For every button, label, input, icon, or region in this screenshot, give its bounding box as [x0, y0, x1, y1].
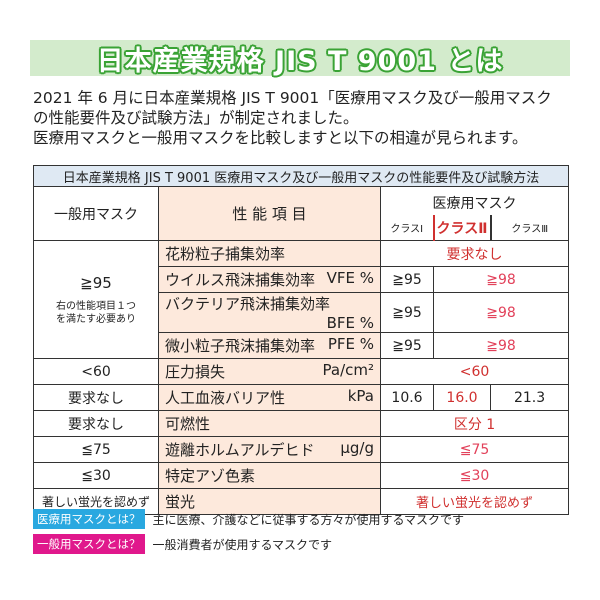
- medical-value: 著しい蛍光を認めず: [379, 488, 570, 515]
- table-caption: 日本産業規格 JIS T 9001 医療用マスク及び一般用マスクの性能要件及び試…: [32, 165, 570, 187]
- general-value: ≦30: [33, 462, 159, 489]
- item-label: 蛍光: [158, 488, 381, 515]
- filtration-general: ≧95 右の性能項目１つ を満たす必要あり: [33, 240, 159, 359]
- table-row: 要求なし 可燃性 区分 1: [33, 410, 570, 437]
- item-label: 人工血液バリア性 kPa: [158, 384, 381, 411]
- table-row: ≦30 特定アゾ色素 ≦30: [33, 462, 570, 489]
- medical-value: 区分 1: [379, 410, 570, 437]
- medical-mask-badge: 医療用マスクとは？: [33, 509, 145, 529]
- medical-value: ≦75: [379, 436, 570, 463]
- class2-value: 16.0: [433, 384, 491, 411]
- header-class2: クラスⅡ: [432, 215, 491, 241]
- header-item: 性 能 項 目: [158, 186, 381, 241]
- footnote-medical: 医療用マスクとは？ 主に医療、介護などに従事する方々が使用するマスクです: [33, 509, 464, 529]
- item-label: バクテリア飛沫捕集効率 BFE %: [158, 292, 381, 333]
- intro-line: 2021 年 6 月に日本産業規格 JIS T 9001「医療用マスク及び一般用…: [33, 89, 552, 107]
- table-row: バクテリア飛沫捕集効率 BFE % ≧95 ≧98: [34, 292, 570, 333]
- item-label: 特定アゾ色素: [158, 462, 381, 489]
- class23-value: ≧98: [432, 266, 570, 293]
- intro-line: 医療用マスクと一般用マスクを比較しますと以下の相違が見られます。: [33, 129, 528, 147]
- page-title: 日本産業規格 JIS T 9001 とは: [96, 45, 504, 77]
- header-class1: クラスⅠ: [380, 215, 434, 241]
- item-label: 微小粒子飛沫捕集効率 PFE %: [158, 332, 381, 359]
- general-value: 要求なし: [33, 384, 159, 411]
- class1-value: ≧95: [380, 332, 434, 359]
- class3-value: 21.3: [489, 384, 570, 411]
- footnote-text: 一般消費者が使用するマスクです: [152, 537, 333, 552]
- intro-text: 2021 年 6 月に日本産業規格 JIS T 9001「医療用マスク及び一般用…: [33, 88, 593, 148]
- header-general: 一般用マスク: [33, 186, 159, 241]
- header-medical: 医療用マスク: [379, 186, 570, 215]
- class23-value: ≧98: [432, 332, 570, 359]
- class1-value: ≧95: [380, 266, 434, 293]
- table-row: ≧95 右の性能項目１つ を満たす必要あり 花粉粒子捕集効率 要求なし: [33, 240, 570, 359]
- class1-value: 10.6: [380, 384, 434, 411]
- class23-value: ≧98: [432, 292, 570, 333]
- table-row: 要求なし 人工血液バリア性 kPa 10.6 16.0 21.3: [33, 384, 570, 411]
- medical-value: 要求なし: [379, 240, 570, 267]
- table-row: ≦75 遊離ホルムアルデヒド μg/g ≦75: [33, 436, 570, 463]
- item-label: 可燃性: [158, 410, 381, 437]
- table-row: <60 圧力損失 Pa/cm² <60: [33, 358, 570, 385]
- title-banner: 日本産業規格 JIS T 9001 とは: [30, 40, 570, 77]
- item-label: 遊離ホルムアルデヒド μg/g: [158, 436, 381, 463]
- comparison-table: 日本産業規格 JIS T 9001 医療用マスク及び一般用マスクの性能要件及び試…: [32, 165, 570, 515]
- general-value: <60: [33, 358, 159, 385]
- footnote-general: 一般用マスクとは？ 一般消費者が使用するマスクです: [33, 534, 332, 554]
- intro-line: の性能要件及び試験方法」が制定されました。: [33, 109, 359, 127]
- header-class3: クラスⅢ: [489, 215, 570, 241]
- general-mask-badge: 一般用マスクとは？: [33, 534, 145, 554]
- footnote-text: 主に医療、介護などに従事する方々が使用するマスクです: [152, 512, 465, 527]
- medical-value: <60: [379, 358, 570, 385]
- general-value: 要求なし: [33, 410, 159, 437]
- item-label: 圧力損失 Pa/cm²: [158, 358, 381, 385]
- item-label: ウイルス飛沫捕集効率 VFE %: [158, 266, 381, 293]
- class1-value: ≧95: [380, 292, 434, 333]
- medical-value: ≦30: [379, 462, 570, 489]
- item-label: 花粉粒子捕集効率: [158, 240, 381, 267]
- general-value: ≦75: [33, 436, 159, 463]
- table-row: 微小粒子飛沫捕集効率 PFE % ≧95 ≧98: [34, 332, 570, 359]
